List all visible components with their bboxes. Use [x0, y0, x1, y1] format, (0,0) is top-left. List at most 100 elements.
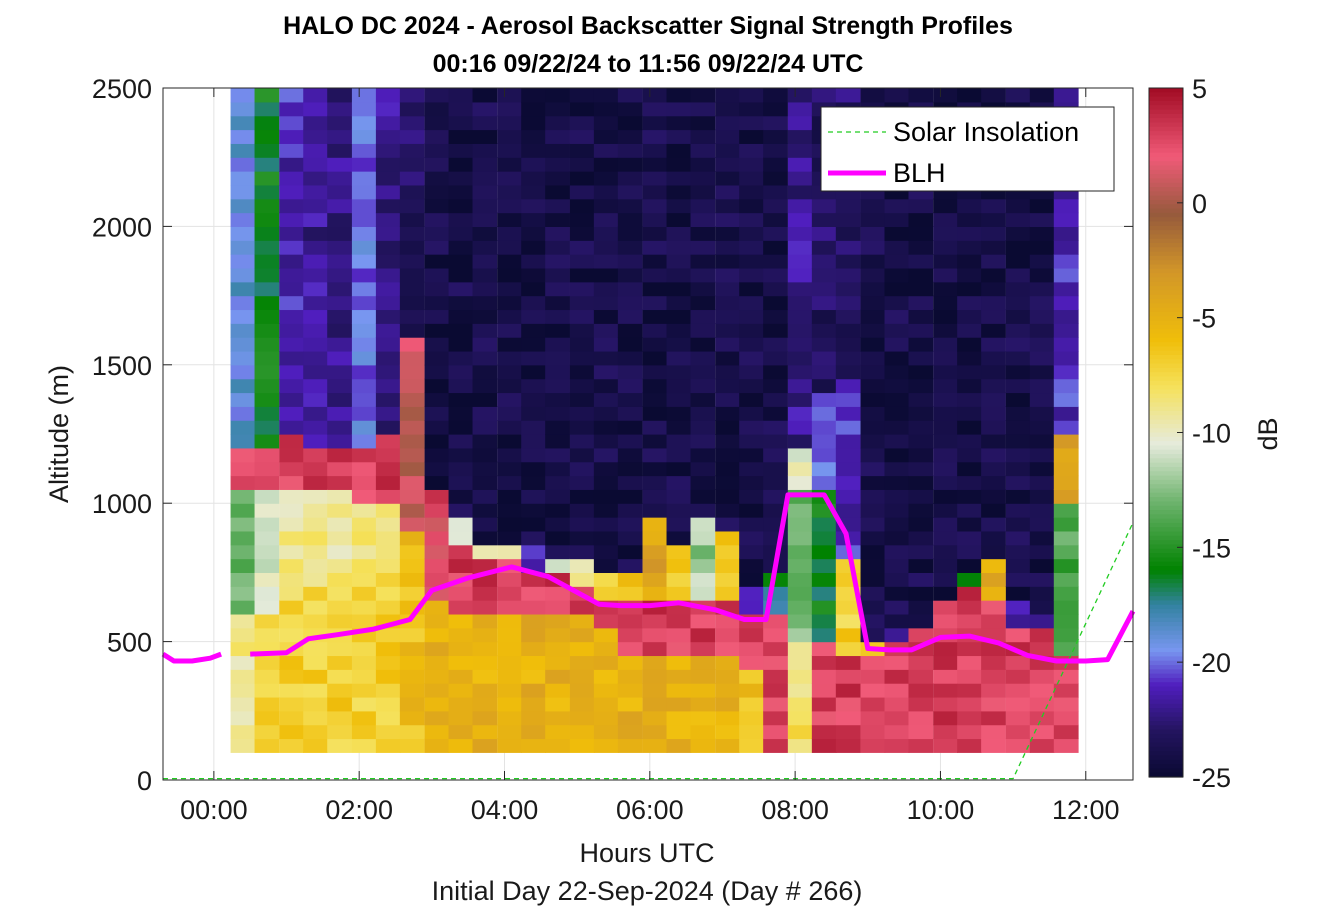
heatmap-cell [811, 710, 837, 726]
heatmap-cell [666, 323, 692, 338]
heatmap-cell [279, 254, 305, 269]
heatmap-cell [593, 198, 619, 214]
heatmap-cell [230, 641, 256, 657]
heatmap-cell [303, 420, 329, 435]
heatmap-cell [1005, 378, 1031, 394]
heatmap-cell [666, 337, 692, 352]
heatmap-cell [835, 392, 861, 407]
heatmap-cell [1029, 475, 1055, 490]
heatmap-cell [981, 572, 1006, 587]
colorbar-strip [1149, 527, 1183, 533]
heatmap-cell [933, 434, 958, 449]
heatmap-cell [375, 738, 401, 753]
heatmap-cell [424, 517, 450, 532]
heatmap-cell [787, 461, 813, 477]
heatmap-cell [739, 558, 764, 573]
heatmap-cell [884, 267, 910, 283]
heatmap-cell [666, 558, 692, 573]
heatmap-cell [569, 240, 595, 255]
heatmap-cell [1005, 392, 1031, 407]
heatmap-cell [835, 240, 861, 255]
heatmap-cell [279, 281, 305, 297]
heatmap-cell [375, 143, 401, 158]
heatmap-cell [303, 558, 329, 573]
heatmap-cell [763, 323, 788, 338]
colorbar-strip [1149, 454, 1183, 459]
heatmap-cell [763, 461, 788, 477]
heatmap-cell [545, 586, 570, 601]
heatmap-cell [521, 683, 547, 698]
heatmap-cell [811, 198, 837, 214]
heatmap-cell [497, 226, 523, 241]
heatmap-cell [666, 392, 692, 407]
colorbar-strip [1149, 143, 1183, 149]
heatmap-cell [279, 171, 305, 186]
colorbar-strip [1149, 380, 1183, 386]
heatmap-cell [1005, 530, 1031, 546]
heatmap-cell [957, 738, 982, 753]
heatmap-cell [884, 281, 910, 297]
heatmap-cell [835, 655, 861, 670]
heatmap-cell [787, 267, 813, 283]
colorbar-strip [1149, 677, 1183, 683]
heatmap-cell [642, 129, 668, 144]
heatmap-cell [351, 254, 377, 269]
heatmap-cell [690, 406, 716, 421]
heatmap-cell [642, 378, 668, 394]
heatmap-cell [230, 115, 256, 131]
colorbar-strip [1149, 652, 1183, 658]
heatmap-cell [545, 489, 570, 504]
heatmap-cell [569, 530, 595, 546]
heatmap-cell [617, 392, 643, 407]
heatmap-cell [279, 157, 305, 172]
heatmap-cell [763, 309, 788, 324]
heatmap-cell [617, 696, 643, 712]
heatmap-cell [569, 627, 595, 643]
heatmap-cell [351, 461, 377, 477]
heatmap-cell [908, 254, 934, 269]
heatmap-cell [933, 447, 958, 463]
heatmap-cell [521, 447, 547, 463]
heatmap-cell [933, 323, 958, 338]
heatmap-cell [617, 171, 643, 186]
heatmap-cell [617, 420, 643, 435]
heatmap-cell [497, 724, 523, 740]
colorbar-strip [1149, 591, 1183, 597]
heatmap-cell [957, 461, 982, 477]
heatmap-cell [787, 544, 813, 560]
heatmap-cell [545, 655, 570, 670]
heatmap-cell [593, 572, 619, 587]
heatmap-cell [1053, 226, 1079, 241]
heatmap-cell [690, 129, 716, 144]
heatmap-cell [279, 420, 305, 435]
heatmap-cell [230, 406, 256, 421]
heatmap-cell [787, 337, 813, 352]
heatmap-cell [787, 572, 813, 587]
heatmap-cell [399, 392, 425, 407]
heatmap-cell [787, 101, 813, 117]
x-tick-label: 10:00 [907, 795, 975, 825]
heatmap-cell [399, 461, 425, 477]
heatmap-cell [981, 323, 1006, 338]
heatmap-cell [690, 572, 716, 587]
colorbar-strip [1149, 621, 1183, 627]
heatmap-cell [860, 226, 886, 241]
colorbar-strip [1149, 255, 1183, 261]
heatmap-cell [933, 710, 958, 726]
colorbar-strip [1149, 510, 1183, 515]
heatmap-cell [399, 489, 425, 504]
colorbar-strip [1149, 337, 1183, 343]
heatmap-cell [521, 226, 547, 241]
heatmap-cell [642, 406, 668, 421]
heatmap-cell [957, 600, 982, 615]
heatmap-cell [715, 281, 741, 297]
heatmap-cell [254, 226, 280, 241]
heatmap-cell [497, 530, 523, 546]
heatmap-cell [715, 655, 741, 670]
heatmap-cell [666, 212, 692, 227]
heatmap-cell [375, 696, 401, 712]
colorbar-strip [1149, 376, 1183, 382]
heatmap-cell [448, 641, 474, 657]
heatmap-cell [666, 627, 692, 643]
